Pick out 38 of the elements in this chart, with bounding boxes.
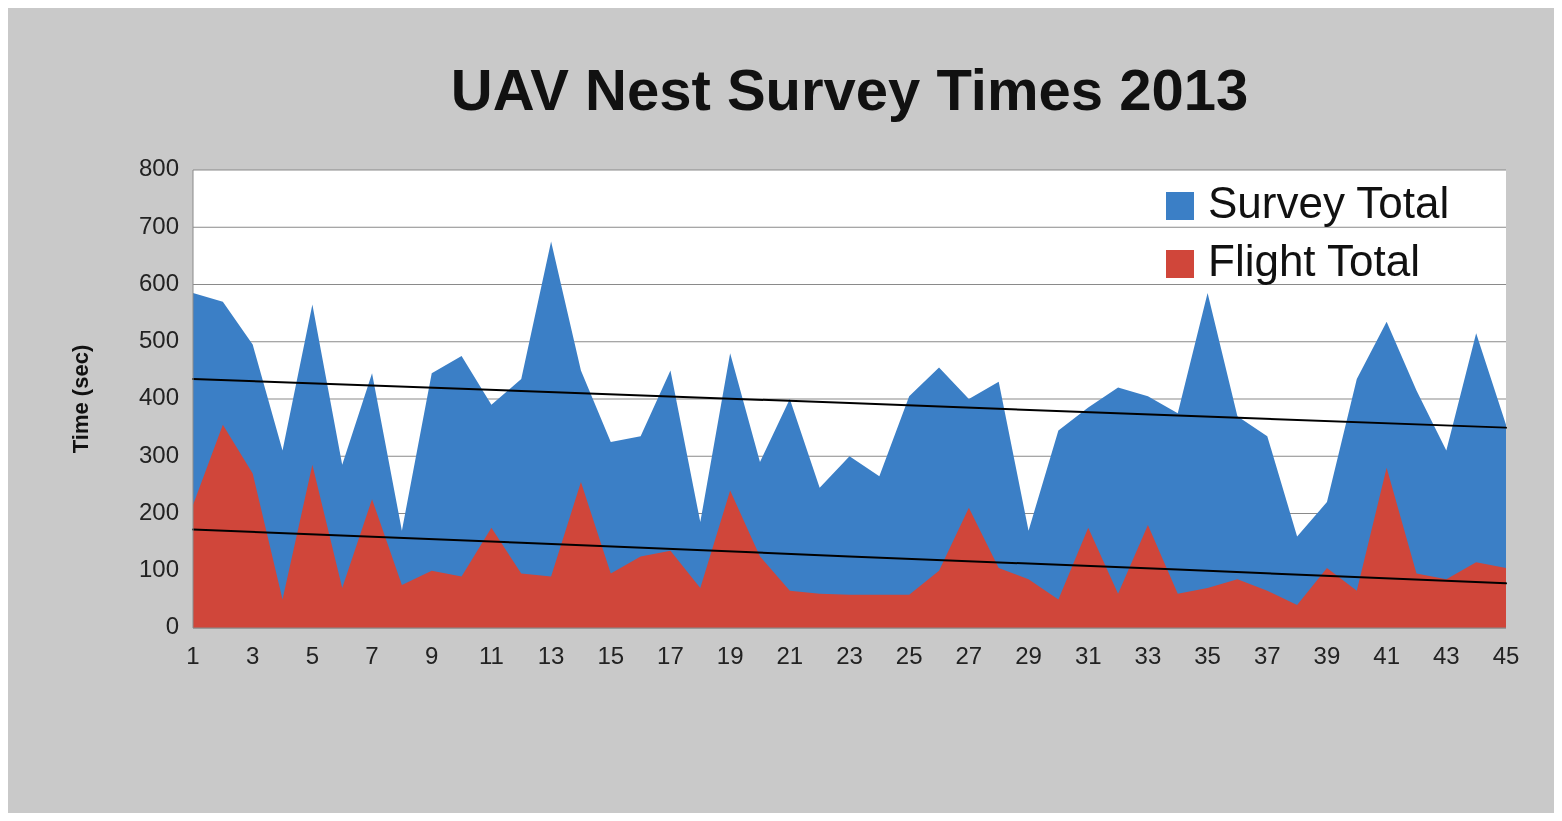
line-series — [192, 377, 1507, 429]
x-tick-label: 3 — [246, 642, 260, 669]
legend-label: Survey Total — [1208, 177, 1450, 227]
x-tick-label: 39 — [1313, 642, 1341, 669]
y-tick-label: 800 — [138, 154, 179, 182]
y-tick-label: 0 — [165, 612, 179, 640]
x-tick-label: 45 — [1492, 642, 1520, 669]
x-tick-label: 41 — [1373, 642, 1400, 669]
x-tick-label: 25 — [895, 642, 923, 669]
y-tick-label: 700 — [138, 211, 179, 239]
x-tick-label: 33 — [1134, 642, 1162, 669]
x-tick-label: 23 — [836, 642, 863, 669]
x-tick-label: 9 — [425, 642, 439, 669]
x-tick-label: 1 — [186, 642, 200, 669]
x-tick-label: 7 — [365, 642, 379, 669]
x-tick-label: 35 — [1194, 642, 1221, 669]
line-series — [192, 528, 1507, 585]
x-tick-label: 43 — [1432, 642, 1460, 669]
y-tick-label: 100 — [138, 555, 179, 583]
x-tick-label: 21 — [776, 642, 804, 669]
y-axis-title: Time (sec) — [68, 344, 93, 454]
y-tick-label: 400 — [138, 383, 179, 411]
legend-label: Flight Total — [1208, 235, 1420, 285]
x-tick-label: 17 — [657, 642, 684, 669]
x-tick-label: 37 — [1253, 642, 1281, 669]
x-tick-label: 31 — [1074, 642, 1102, 669]
y-tick-label: 500 — [138, 326, 179, 354]
x-tick-label: 13 — [537, 642, 565, 669]
x-tick-label: 5 — [305, 642, 320, 669]
y-tick-label: 200 — [138, 497, 179, 525]
y-tick-label: 600 — [138, 268, 179, 296]
x-tick-label: 11 — [478, 642, 504, 669]
x-tick-label: 15 — [597, 642, 625, 669]
x-tick-label: 27 — [955, 642, 983, 669]
x-tick-label: 19 — [716, 642, 744, 669]
x-tick-label: 29 — [1015, 642, 1042, 669]
chart-title: UAV Nest Survey Times 2013 — [450, 57, 1249, 122]
y-tick-label: 300 — [138, 440, 179, 468]
